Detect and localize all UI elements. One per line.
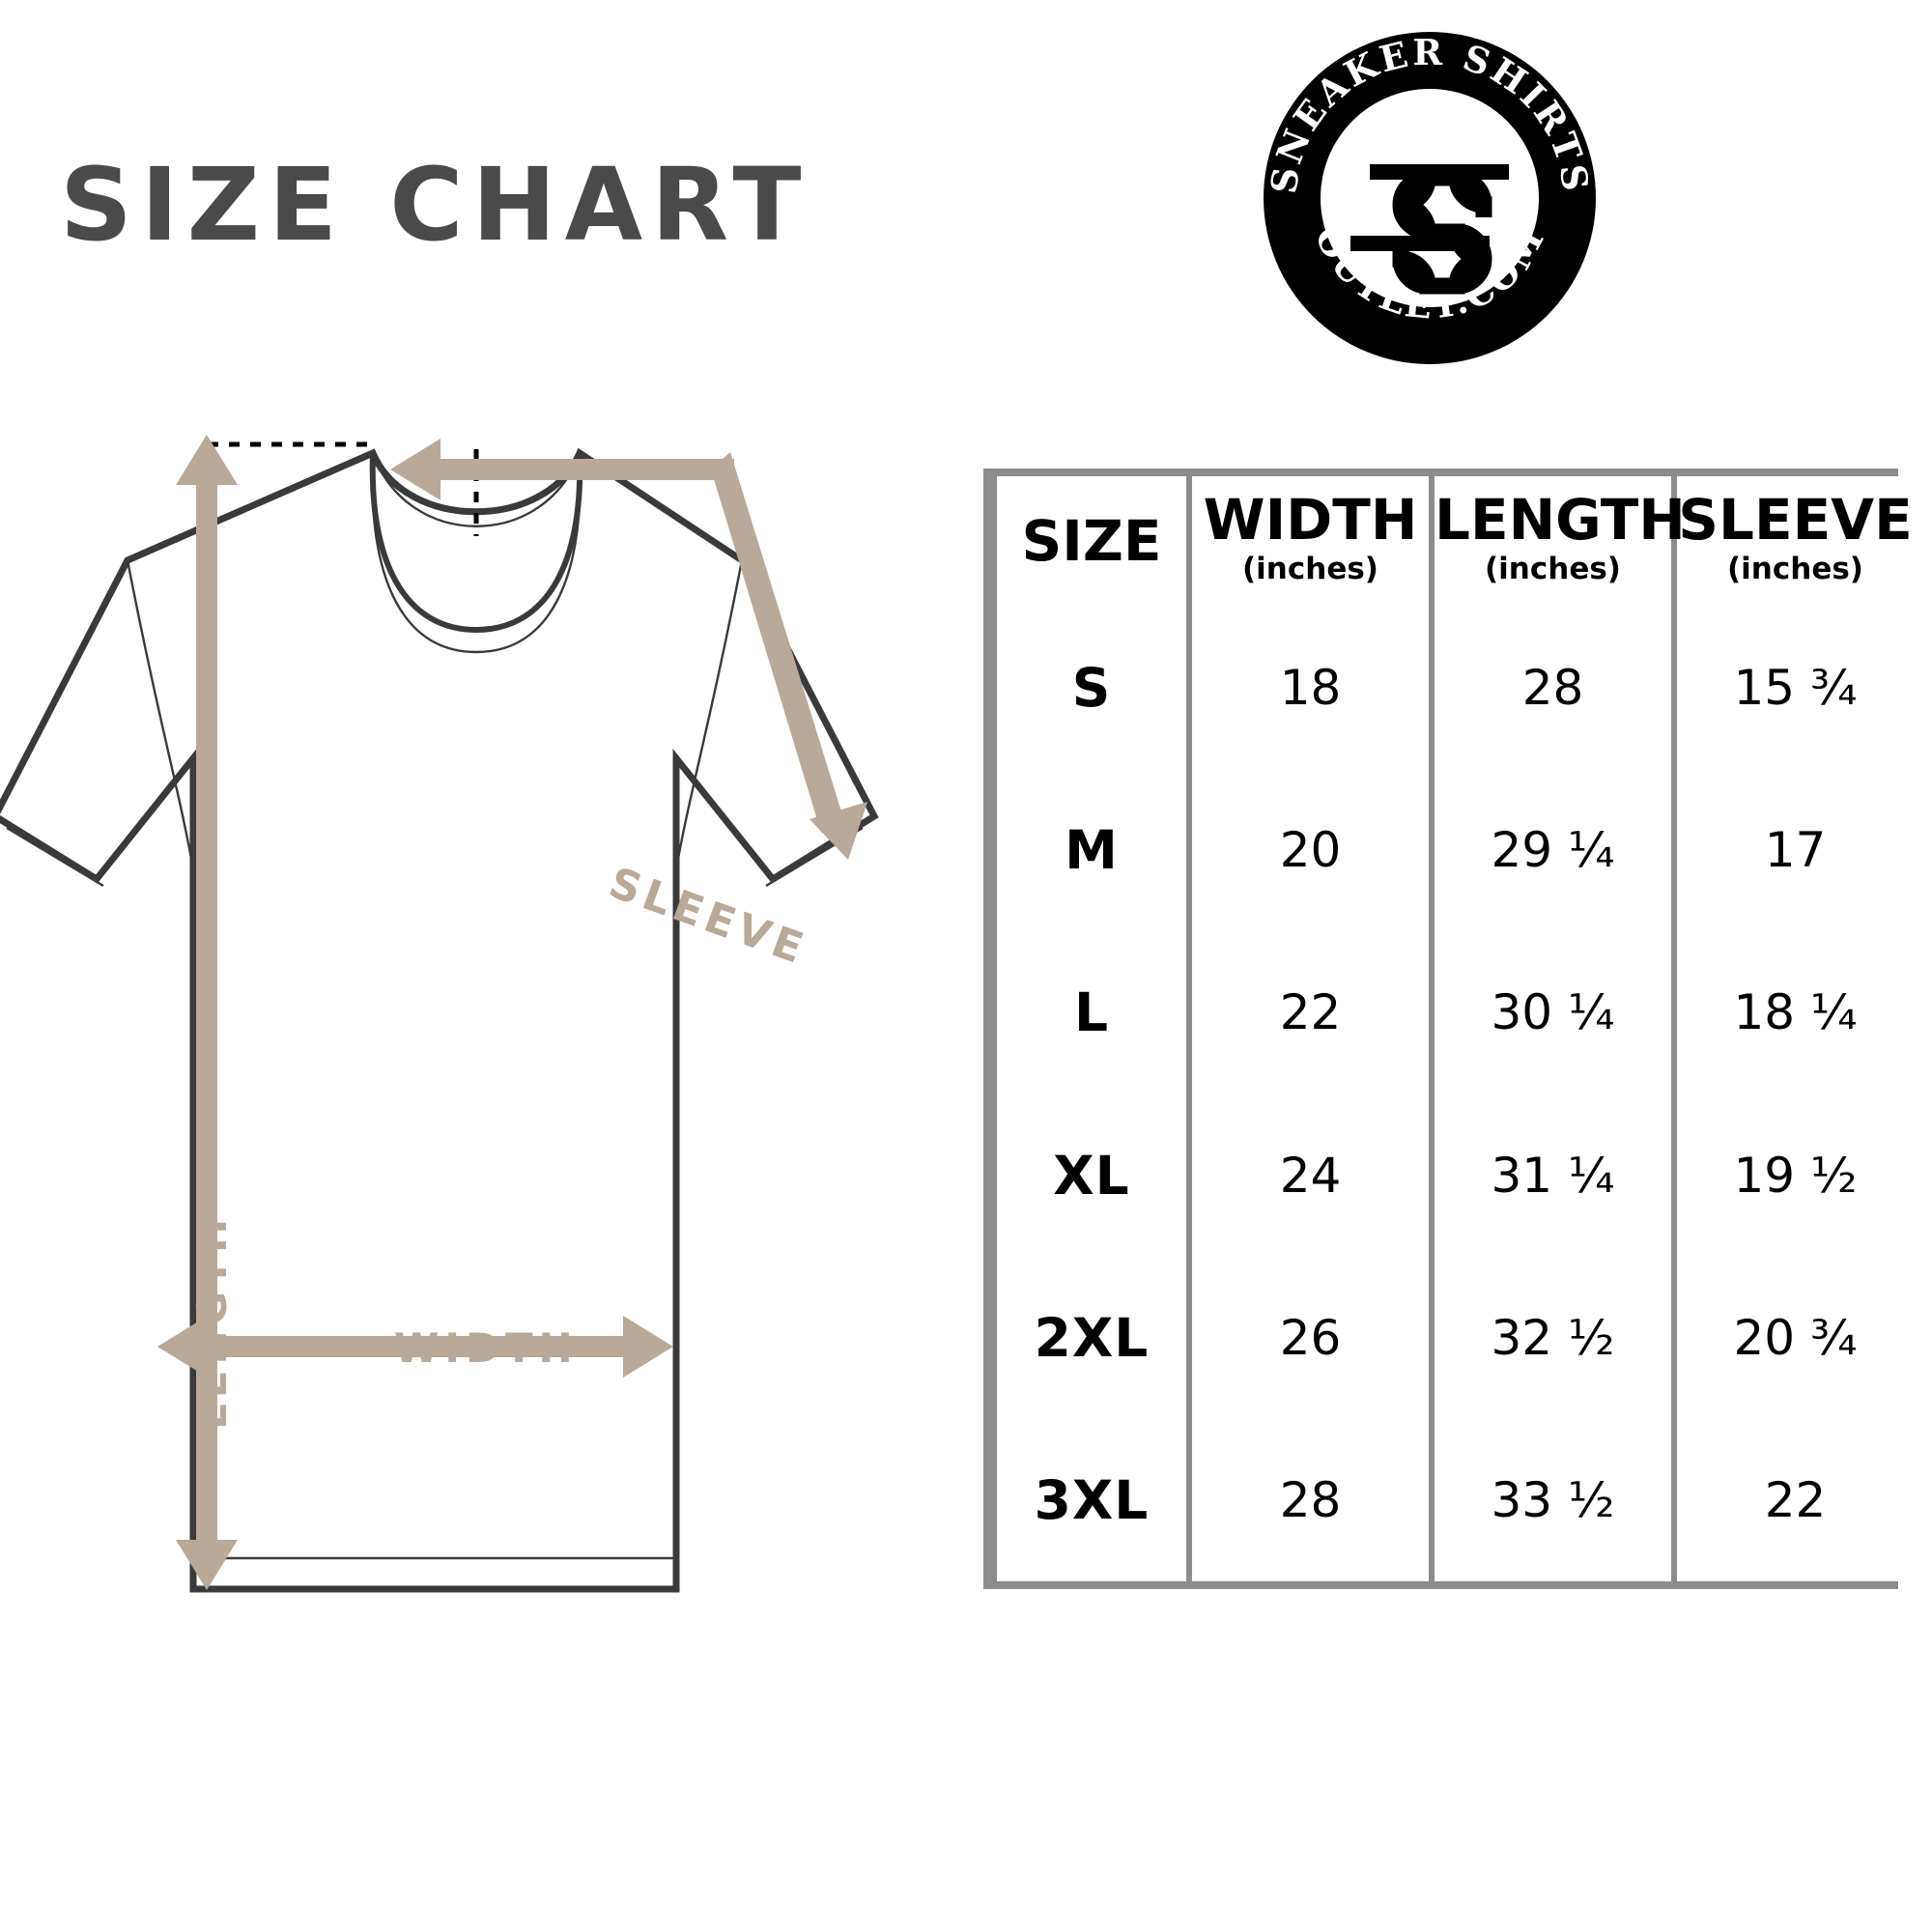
- column-header-sleeve: SLEEVE (inches): [1677, 476, 1914, 607]
- shirt-collar-lines: [371, 452, 582, 654]
- column-header-sleeve-title: SLEEVE: [1678, 487, 1913, 554]
- sleeve-arrow: [390, 439, 867, 860]
- width-label: WIDTH: [394, 1324, 579, 1372]
- column-header-width: WIDTH (inches): [1192, 476, 1429, 607]
- table-row: M 20 29 ¼ 17: [997, 769, 1914, 932]
- shirt-outline: [0, 447, 879, 1593]
- cell-sleeve: 19 ½: [1677, 1094, 1914, 1257]
- cell-width: 28: [1192, 1418, 1429, 1581]
- cell-sleeve: 20 ¾: [1677, 1256, 1914, 1419]
- column-header-length: LENGTH (inches): [1435, 476, 1686, 607]
- table-header-row: SIZE WIDTH (inches) LENGTH (inches) SLEE…: [997, 476, 1914, 607]
- length-arrow: [176, 435, 238, 1590]
- cell-length: 32 ½: [1435, 1256, 1671, 1419]
- page-title: SIZE CHART: [60, 146, 810, 264]
- cell-width: 24: [1192, 1094, 1429, 1257]
- cell-sleeve: 15 ¾: [1677, 607, 1914, 770]
- cell-sleeve: 17: [1677, 769, 1914, 932]
- cell-size: 2XL: [997, 1256, 1186, 1419]
- cell-length: 31 ¼: [1435, 1094, 1671, 1257]
- table-row: XL 24 31 ¼ 19 ½: [997, 1094, 1914, 1257]
- shirt-sleeve-hems: [6, 826, 864, 888]
- cell-length: 30 ¼: [1435, 931, 1671, 1094]
- cell-width: 26: [1192, 1256, 1429, 1419]
- length-label: LENGTH: [188, 1212, 236, 1430]
- cell-width: 22: [1192, 931, 1429, 1094]
- cell-size: S: [997, 607, 1186, 770]
- cell-size: M: [997, 769, 1186, 932]
- logo-monogram-ss: [1350, 164, 1509, 295]
- table-row: 2XL 26 32 ½ 20 ¾: [997, 1256, 1914, 1419]
- cell-width: 18: [1192, 607, 1429, 770]
- column-header-size: SIZE: [997, 476, 1186, 607]
- shirt-sleeve-seams: [126, 559, 744, 870]
- cell-sleeve: 18 ¼: [1677, 931, 1914, 1094]
- shirt-collar-band: [369, 452, 583, 634]
- column-header-width-title: WIDTH: [1203, 487, 1418, 554]
- t-shirt-measurement-diagram: WIDTH LENGTH SLEEVE: [0, 406, 966, 1662]
- cell-sleeve: 22: [1677, 1418, 1914, 1581]
- column-header-width-units: (inches): [1242, 552, 1378, 587]
- width-arrow: [157, 1316, 673, 1378]
- column-header-length-title: LENGTH: [1435, 487, 1686, 554]
- sneaker-shirts-outlet-logo: SNEAKER SHIRTS OUTLET.COM: [1256, 24, 1604, 372]
- table-row: L 22 30 ¼ 18 ¼: [997, 931, 1914, 1094]
- column-header-length-units: (inches): [1485, 552, 1621, 587]
- table-row: 3XL 28 33 ½ 22: [997, 1418, 1914, 1581]
- column-header-size-title: SIZE: [1021, 507, 1162, 574]
- column-header-sleeve-units: (inches): [1727, 552, 1863, 587]
- size-chart-table-container: SIZE WIDTH (inches) LENGTH (inches) SLEE…: [983, 469, 1914, 1589]
- cell-length: 28: [1435, 607, 1671, 770]
- cell-size: 3XL: [997, 1418, 1186, 1581]
- cell-size: XL: [997, 1094, 1186, 1257]
- table-row: S 18 28 15 ¾: [997, 607, 1914, 770]
- cell-size: L: [997, 931, 1186, 1094]
- cell-width: 20: [1192, 769, 1429, 932]
- cell-length: 29 ¼: [1435, 769, 1671, 932]
- cell-length: 33 ½: [1435, 1418, 1671, 1581]
- size-chart-table: SIZE WIDTH (inches) LENGTH (inches) SLEE…: [991, 476, 1919, 1581]
